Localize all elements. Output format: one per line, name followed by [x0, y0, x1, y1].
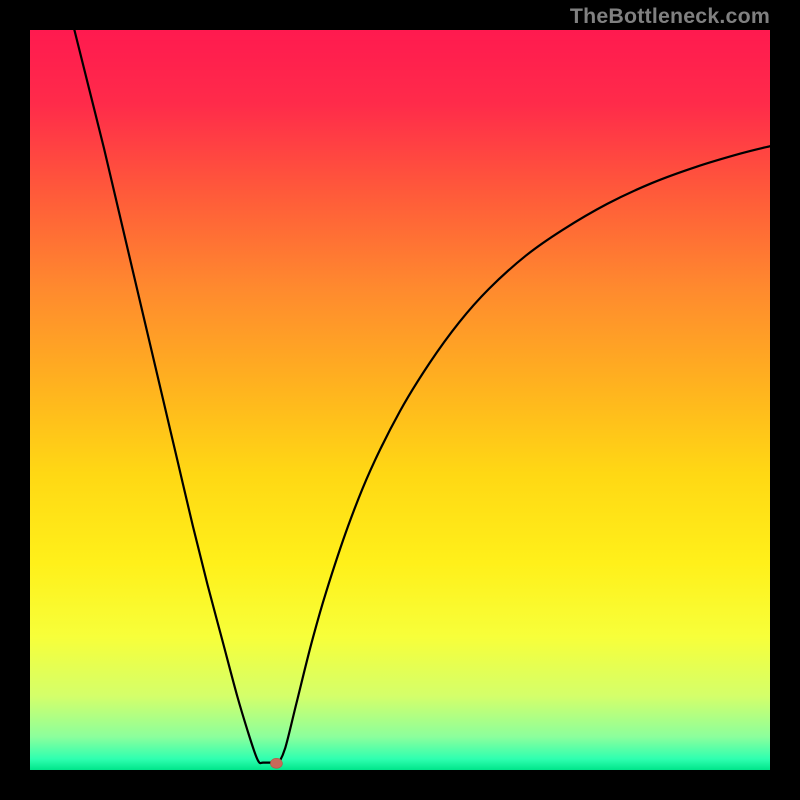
plot-area	[30, 30, 770, 770]
gradient-background	[30, 30, 770, 770]
minimum-marker	[270, 758, 282, 768]
chart-frame: TheBottleneck.com	[0, 0, 800, 800]
plot-svg	[30, 30, 770, 770]
watermark-text: TheBottleneck.com	[570, 4, 770, 29]
